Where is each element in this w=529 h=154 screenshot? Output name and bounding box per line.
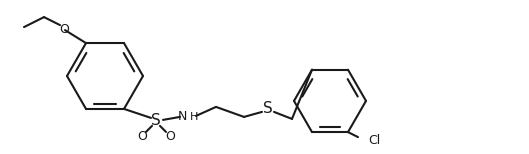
- Text: Cl: Cl: [368, 134, 380, 147]
- Text: H: H: [190, 112, 198, 122]
- Text: O: O: [137, 130, 147, 143]
- Text: S: S: [151, 113, 161, 128]
- Text: N: N: [177, 110, 187, 123]
- Text: S: S: [263, 101, 273, 116]
- Text: O: O: [165, 130, 175, 143]
- Text: O: O: [59, 23, 69, 36]
